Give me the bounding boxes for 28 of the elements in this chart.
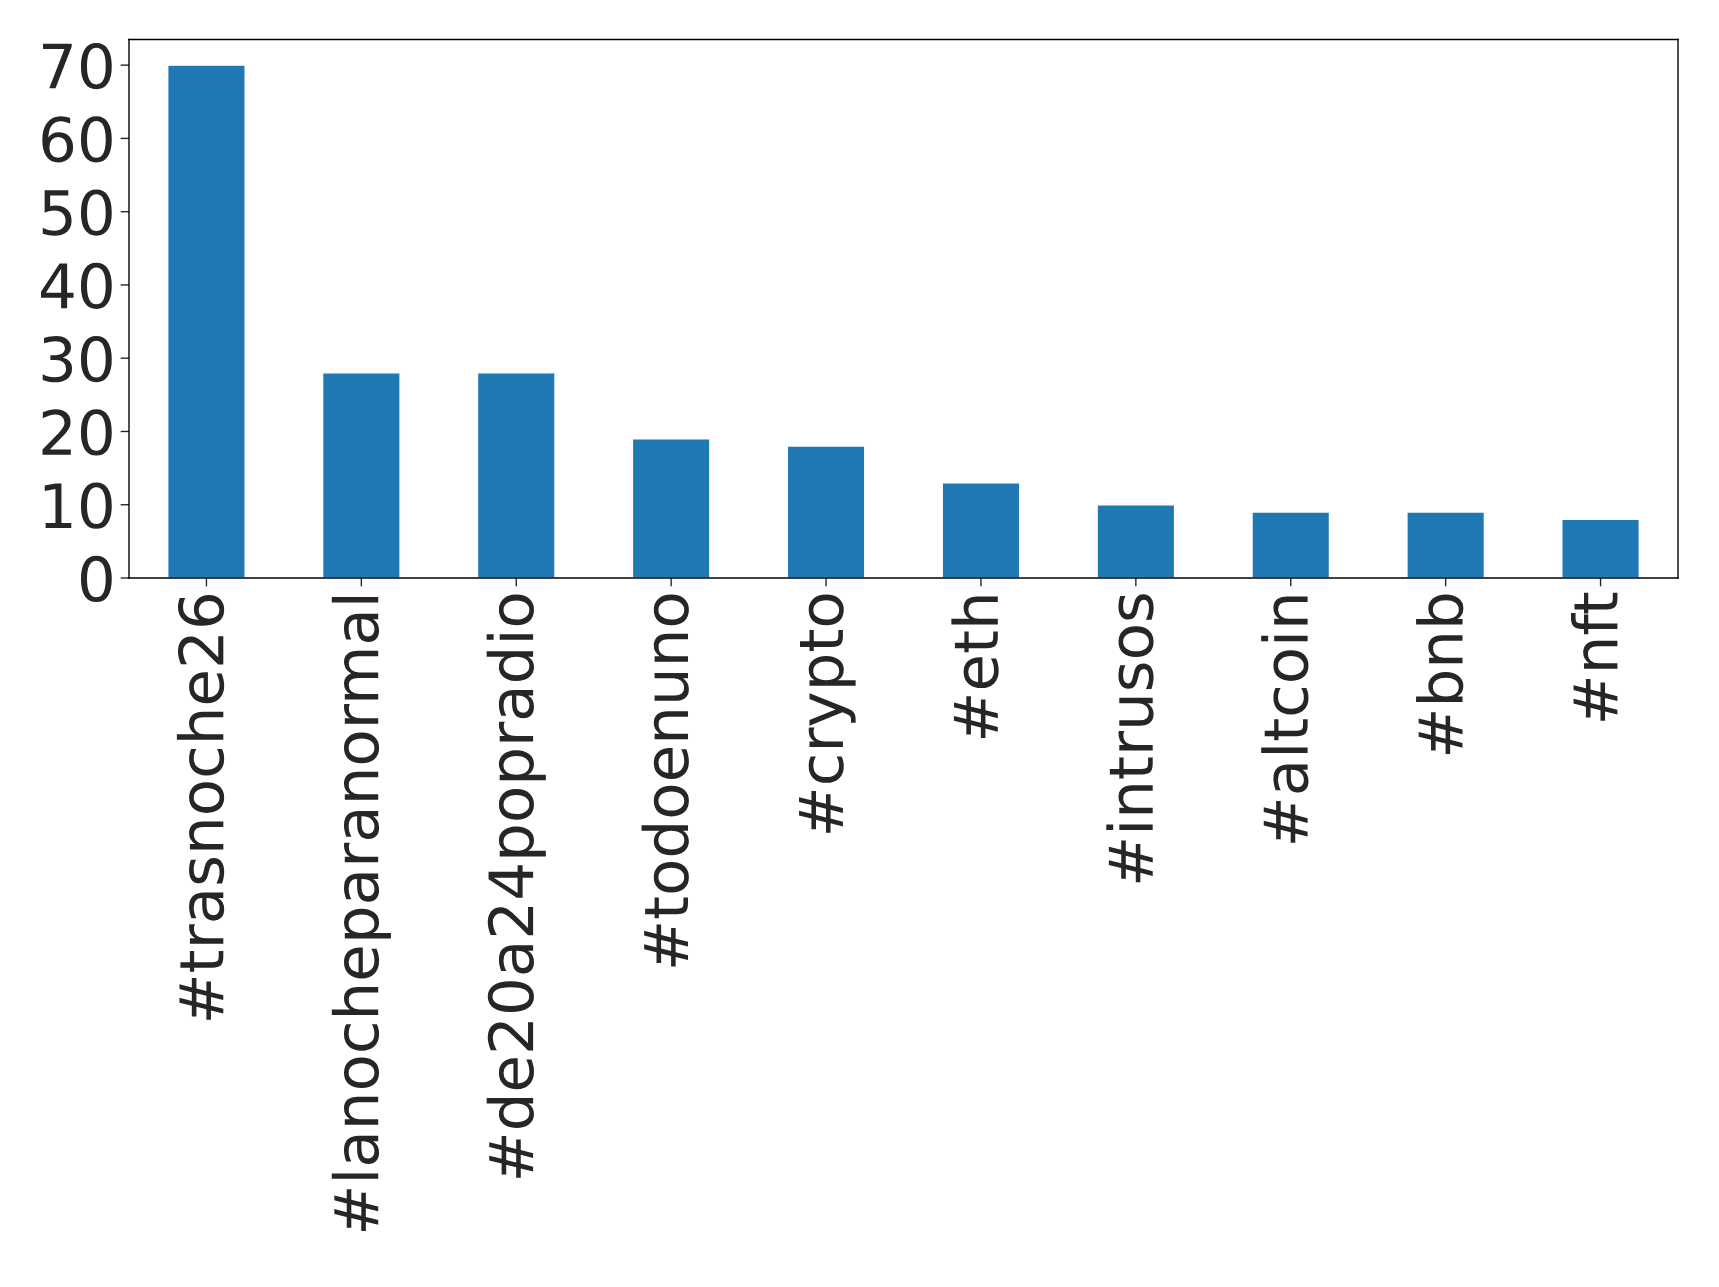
y-tick-label: 10	[44, 482, 112, 529]
bar	[786, 445, 866, 578]
y-tick-label: 60	[42, 116, 112, 163]
bar	[941, 482, 1021, 578]
bar	[1096, 504, 1176, 578]
bar	[476, 372, 556, 578]
x-tick-label: #eth	[951, 596, 999, 738]
y-tick-label: 30	[42, 336, 112, 383]
y-tick-label: 70	[43, 43, 112, 90]
x-tick-label: #todoenuno	[641, 594, 689, 967]
x-tick-label: #altcoin	[1261, 596, 1309, 843]
y-tick-label: 20	[42, 409, 112, 456]
bar	[1561, 518, 1640, 578]
x-tick-label: #lanocheparanormal	[331, 596, 391, 1232]
x-tick-label: #crypto	[799, 594, 856, 833]
bar	[1251, 511, 1331, 578]
x-tick-label: #de20a24popradio	[486, 594, 546, 1178]
y-tick-label: 0	[80, 555, 112, 603]
y-tick-label: 50	[42, 189, 112, 236]
y-tick-label: 40	[41, 262, 112, 310]
x-tick-label: #intrusos	[1106, 594, 1154, 883]
bar	[321, 372, 401, 578]
x-tick-label: #bnb	[1416, 594, 1464, 755]
bar	[1406, 511, 1486, 578]
bar	[631, 438, 711, 578]
bar	[167, 64, 246, 578]
x-tick-label: #nft	[1570, 592, 1618, 721]
x-tick-label: #trasnoche26	[176, 595, 225, 1020]
